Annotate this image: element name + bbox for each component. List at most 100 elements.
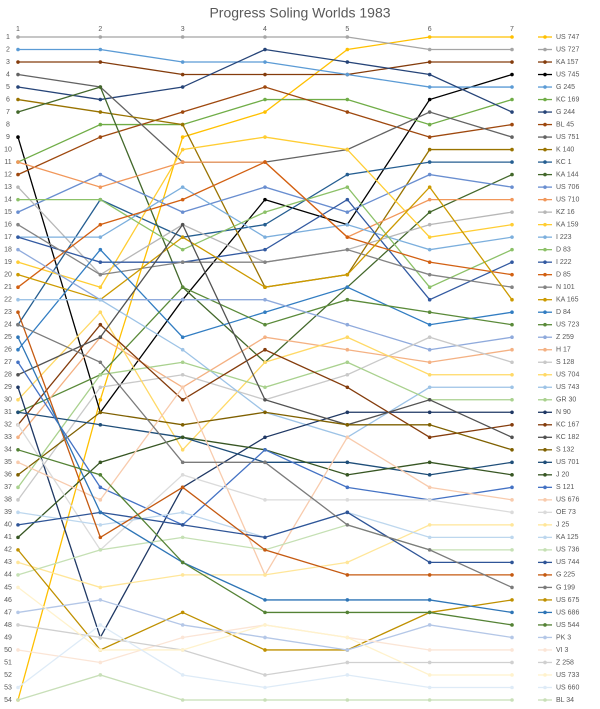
x-tick-label: 7 [510, 26, 514, 33]
legend-marker [543, 673, 547, 677]
point [180, 85, 185, 89]
point [16, 698, 20, 702]
point [427, 185, 432, 189]
point [98, 235, 103, 239]
legend-label: G 244 [556, 109, 575, 116]
point [263, 548, 267, 552]
legend-marker [543, 523, 547, 527]
point [427, 360, 432, 365]
point [16, 523, 20, 527]
point [16, 285, 20, 289]
point [180, 72, 185, 77]
legend-label: G 245 [556, 84, 575, 91]
point [98, 122, 103, 127]
point [180, 573, 185, 577]
point [16, 197, 20, 202]
legend-label: KC 182 [556, 434, 579, 441]
point [98, 35, 103, 39]
point [180, 360, 185, 365]
point [98, 648, 103, 652]
point [345, 523, 350, 527]
legend-marker [543, 285, 547, 289]
point [510, 47, 514, 52]
legend-label: J 20 [556, 472, 569, 479]
point [510, 535, 514, 540]
legend-label: KC 169 [556, 96, 579, 103]
point [180, 635, 185, 640]
point [263, 260, 267, 264]
point [345, 498, 350, 502]
point [510, 510, 514, 515]
point [345, 673, 350, 677]
y-tick-label: 49 [4, 634, 12, 641]
point [98, 97, 103, 102]
point [263, 435, 267, 440]
point [180, 247, 185, 252]
legend-marker [543, 197, 547, 202]
point [180, 297, 185, 302]
point [510, 172, 514, 177]
legend-label: KC 167 [556, 422, 579, 429]
legend-label: US 736 [556, 547, 579, 554]
legend-marker [543, 110, 547, 114]
legend-label: US 751 [556, 134, 579, 141]
legend-label: S 128 [556, 359, 574, 366]
point [98, 185, 103, 189]
point [98, 310, 103, 315]
point [263, 110, 267, 114]
point [180, 523, 185, 527]
point [98, 385, 103, 390]
legend-marker [543, 185, 547, 189]
point [427, 660, 432, 665]
point [16, 648, 20, 652]
point [16, 385, 20, 390]
point [427, 85, 432, 89]
series-line [18, 48, 512, 88]
point [98, 498, 103, 502]
point [510, 460, 514, 465]
point [180, 122, 185, 127]
legend-marker [543, 698, 547, 702]
point [98, 422, 103, 427]
point [98, 197, 103, 202]
point [98, 623, 103, 627]
point [345, 272, 350, 277]
point [180, 535, 185, 540]
point [98, 397, 103, 402]
y-tick-label: 30 [4, 397, 12, 404]
point [427, 197, 432, 202]
point [510, 560, 514, 565]
point [510, 422, 514, 427]
y-tick-label: 9 [6, 134, 10, 141]
point [16, 473, 20, 477]
legend-label: US 706 [556, 184, 579, 191]
point [427, 460, 432, 465]
y-tick-label: 24 [4, 322, 12, 329]
point [16, 272, 20, 277]
point [180, 135, 185, 139]
legend-label: H 17 [556, 347, 571, 354]
legend-label: S 132 [556, 447, 574, 454]
point [510, 285, 514, 289]
series-line [17, 324, 513, 589]
legend-label: GR 30 [556, 397, 576, 404]
point [263, 35, 267, 39]
point [180, 422, 185, 427]
y-tick-label: 50 [4, 647, 12, 654]
y-tick-label: 8 [6, 121, 10, 128]
x-tick-label: 3 [181, 26, 185, 33]
point [510, 185, 514, 189]
y-tick-label: 31 [4, 409, 12, 416]
point [180, 448, 185, 452]
legend-marker [543, 648, 547, 652]
point [16, 35, 20, 39]
point [345, 172, 350, 177]
legend-label: OE 73 [556, 509, 576, 516]
point [510, 648, 514, 652]
point [263, 698, 267, 702]
x-tick-label: 2 [98, 26, 102, 33]
point [427, 535, 432, 540]
point [510, 260, 514, 264]
point [98, 523, 103, 527]
y-tick-label: 11 [4, 159, 11, 166]
